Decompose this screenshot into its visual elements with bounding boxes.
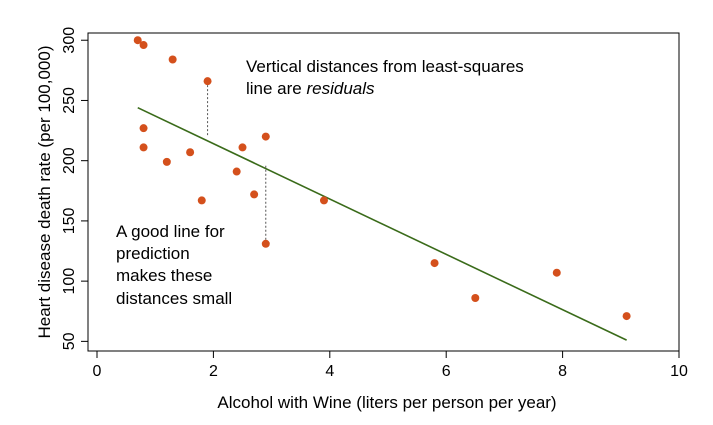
- data-point: [622, 312, 631, 321]
- least-squares-line: [137, 106, 627, 341]
- data-point: [232, 167, 241, 176]
- data-point: [162, 157, 171, 166]
- x-tick-label: 0: [93, 363, 102, 380]
- plot-frame: [87, 32, 680, 352]
- y-tick-label: 200: [61, 147, 78, 174]
- data-point: [261, 132, 270, 141]
- annotation-residuals-italic: residuals: [306, 79, 375, 98]
- data-point: [238, 143, 247, 152]
- data-point: [552, 268, 561, 277]
- data-point: [197, 196, 206, 205]
- residual-lines: [207, 81, 267, 244]
- annotation-prediction-line4: distances small: [116, 289, 232, 308]
- annotation-prediction-line1: A good line for: [116, 222, 225, 241]
- data-point: [139, 143, 148, 152]
- data-point: [471, 294, 480, 302]
- x-tick-label: 6: [442, 363, 451, 380]
- data-point: [168, 55, 177, 64]
- annotation-prediction-line3: makes these: [116, 266, 212, 285]
- data-point: [139, 41, 148, 50]
- y-axis-label: Heart disease death rate (per 100,000): [35, 46, 54, 339]
- data-point: [430, 259, 439, 268]
- annotation-residuals-line1: Vertical distances from least-squares: [246, 57, 524, 76]
- y-tick-label: 300: [61, 27, 78, 54]
- x-tick-label: 2: [209, 363, 218, 380]
- data-point: [139, 124, 148, 133]
- data-point: [319, 196, 328, 205]
- x-tick-label: 4: [325, 363, 334, 380]
- x-axis: 0 2 4 6 8 10: [93, 351, 688, 380]
- annotation-prediction-line2: prediction: [116, 244, 190, 263]
- data-point: [250, 190, 259, 199]
- y-tick-label: 250: [61, 87, 78, 114]
- data-point: [186, 148, 195, 157]
- data-points: [133, 36, 631, 321]
- annotation-residuals-line2: line are residuals: [246, 79, 375, 98]
- data-point: [261, 239, 270, 248]
- y-axis: 50 100 150 200 250 300: [61, 27, 88, 350]
- y-tick-label: 100: [61, 268, 78, 295]
- y-tick-label: 50: [61, 332, 78, 350]
- x-tick-label: 8: [558, 363, 567, 380]
- annotation-residuals-prefix: line are: [246, 79, 306, 98]
- data-point: [133, 36, 142, 45]
- y-tick-label: 150: [61, 207, 78, 234]
- x-axis-label: Alcohol with Wine (liters per person per…: [217, 393, 556, 412]
- data-point: [203, 77, 212, 86]
- x-tick-label: 10: [670, 363, 688, 380]
